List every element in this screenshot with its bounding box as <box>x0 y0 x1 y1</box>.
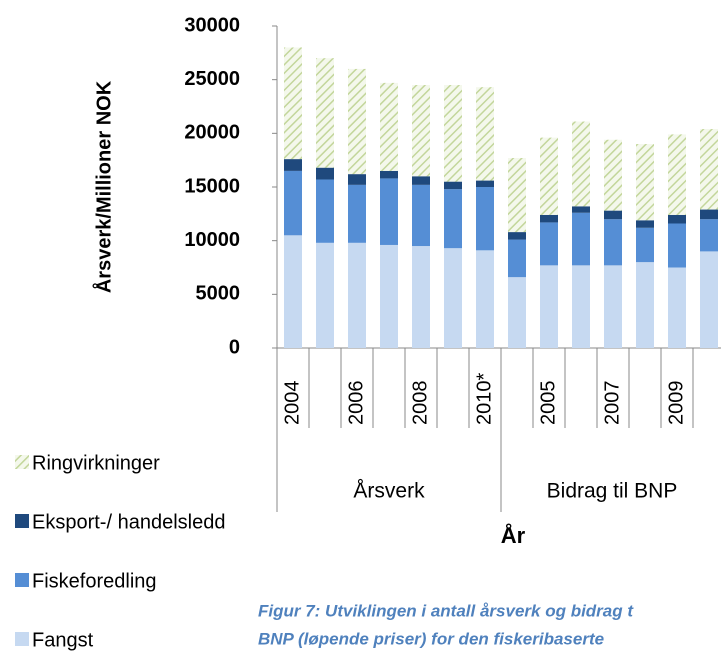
bar-segment <box>700 219 718 252</box>
y-tick-label: 5000 <box>196 283 241 305</box>
bar-segment <box>316 242 334 348</box>
legend-label: Fangst <box>32 629 94 651</box>
bar-segment <box>348 242 366 348</box>
legend-label: Ringvirkninger <box>32 452 160 474</box>
x-tick-label: 2007 <box>601 381 623 426</box>
y-tick-label: 10000 <box>184 229 240 251</box>
bar-segment <box>540 265 558 348</box>
bar-segment <box>572 206 590 213</box>
legend-swatch <box>15 455 29 469</box>
bar-segment <box>636 144 654 221</box>
bar-segment <box>508 239 526 278</box>
bar-segment <box>444 248 462 348</box>
bar-segment <box>700 251 718 348</box>
bar-segment <box>636 220 654 228</box>
x-tick-label: 2009 <box>665 381 687 426</box>
bar-segment <box>572 121 590 207</box>
x-tick-label: 2005 <box>537 381 559 426</box>
bar-segment <box>668 223 686 268</box>
bar-segment <box>700 129 718 210</box>
bar-segment <box>540 222 558 266</box>
bar-segment <box>636 227 654 263</box>
legend-label: Fiskeforedling <box>32 570 157 592</box>
bar-segment <box>284 47 302 160</box>
bar-segment <box>604 139 622 211</box>
x-tick-label: 2010* <box>473 373 495 425</box>
bar-segment <box>476 180 494 187</box>
bar-segment <box>284 235 302 348</box>
bar-segment <box>476 250 494 348</box>
x-tick-label: 2004 <box>281 381 303 426</box>
y-tick-label: 25000 <box>184 68 240 90</box>
legend-label: Eksport-/ handelsledd <box>32 511 225 533</box>
bar-segment <box>380 170 398 179</box>
bar-segment <box>476 87 494 181</box>
x-axis-title: År <box>501 522 526 548</box>
bar-segment <box>604 265 622 348</box>
y-tick-label: 20000 <box>184 122 240 144</box>
bar-segment <box>444 189 462 249</box>
bar-segment <box>380 244 398 348</box>
bar-segment <box>668 134 686 215</box>
bar-segment <box>412 184 430 247</box>
bar-segment <box>316 167 334 180</box>
bar-segment <box>348 68 366 175</box>
bar-segment <box>316 179 334 243</box>
bar-segment <box>348 174 366 185</box>
y-tick-label: 15000 <box>184 175 240 197</box>
bar-segment <box>316 58 334 168</box>
bar-segment <box>476 187 494 251</box>
bar-segment <box>540 137 558 215</box>
bar-segment <box>668 214 686 224</box>
legend-swatch <box>15 573 29 587</box>
y-tick-label: 0 <box>229 336 240 358</box>
bar-segment <box>604 210 622 220</box>
y-axis-title: Årsverk/Millioner NOK <box>91 80 115 293</box>
bar-segment <box>444 85 462 182</box>
bar-segment <box>444 181 462 190</box>
bar-segment <box>700 209 718 220</box>
bar-segment <box>284 159 302 171</box>
x-group-label: Bidrag til BNP <box>547 480 678 503</box>
bar-segment <box>380 82 398 171</box>
x-group-label: Årsverk <box>353 480 425 503</box>
y-tick-label: 30000 <box>184 14 240 36</box>
bar-segment <box>636 262 654 348</box>
bar-segment <box>540 214 558 223</box>
bar-segment <box>572 212 590 266</box>
bar-segment <box>412 85 430 177</box>
bar-segment <box>380 178 398 245</box>
bar-segment <box>508 158 526 233</box>
caption: Figur 7: Utviklingen i antall årsverk og… <box>258 601 634 620</box>
legend-swatch <box>15 514 29 528</box>
bar-segment <box>604 219 622 266</box>
bar-segment <box>508 232 526 240</box>
legend-swatch <box>15 632 29 646</box>
x-tick-label: 2008 <box>409 381 431 426</box>
bar-segment <box>668 267 686 348</box>
bar-segment <box>348 184 366 243</box>
caption: BNP (løpende priser) for den fiskeribase… <box>258 629 604 648</box>
bar-segment <box>508 277 526 348</box>
bar-segment <box>284 170 302 236</box>
bar-segment <box>572 265 590 348</box>
bar-segment <box>412 246 430 348</box>
x-tick-label: 2006 <box>345 381 367 426</box>
bar-segment <box>412 176 430 185</box>
